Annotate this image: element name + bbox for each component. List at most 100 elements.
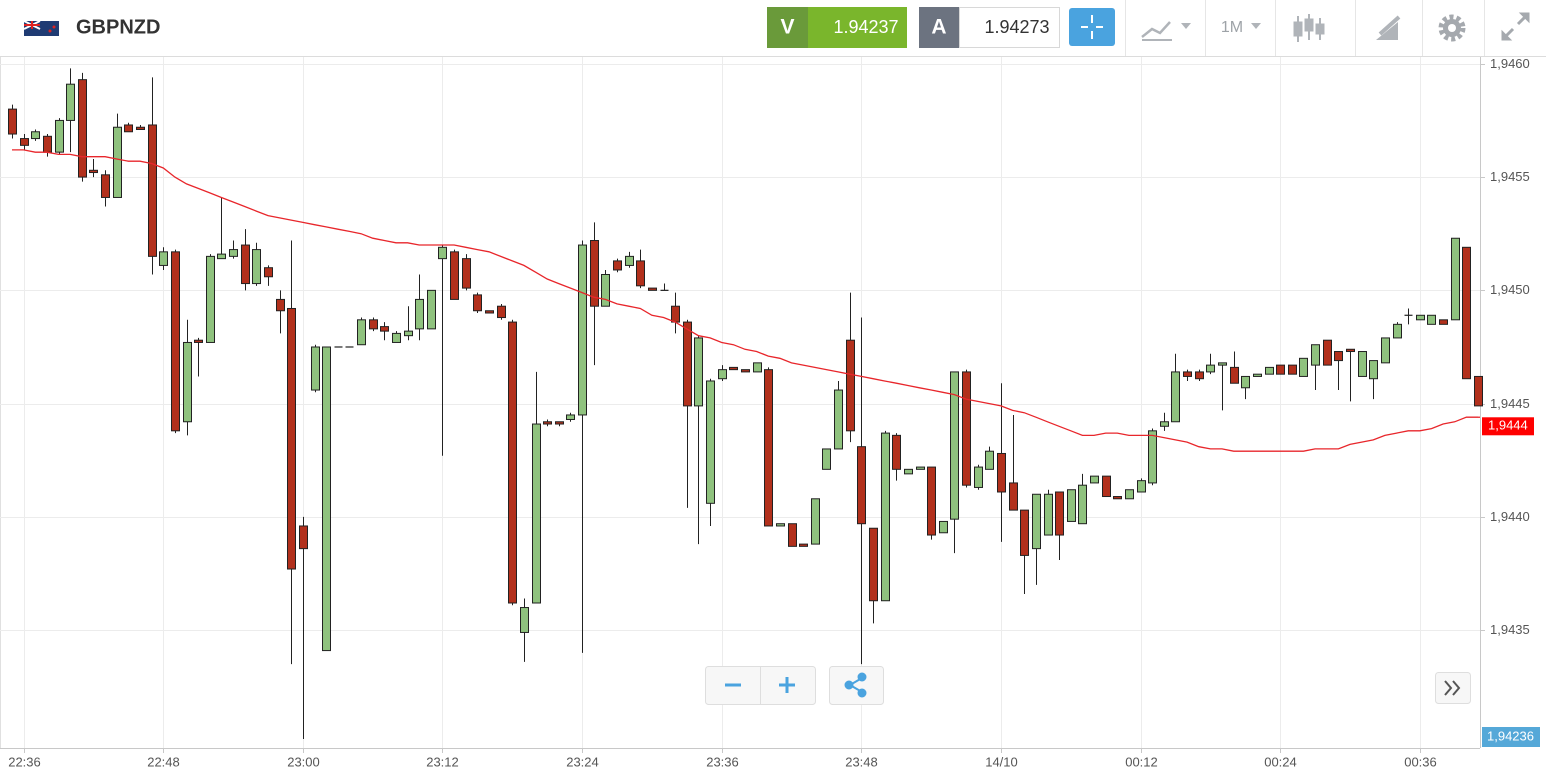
scroll-icon bbox=[1452, 680, 1461, 696]
candle-body bbox=[322, 346, 331, 652]
candle-body bbox=[1241, 375, 1250, 389]
candle-body bbox=[788, 523, 797, 547]
candle-body bbox=[706, 380, 715, 504]
candle-body bbox=[1125, 489, 1134, 500]
moving-average-line bbox=[12, 149, 1478, 452]
x-tick-label: 00:36 bbox=[1404, 754, 1437, 769]
candle-body bbox=[404, 330, 413, 337]
x-tick-label: 23:12 bbox=[426, 754, 459, 769]
candle-body bbox=[43, 135, 52, 153]
x-tick-label: 23:48 bbox=[845, 754, 878, 769]
x-tick-label: 22:36 bbox=[8, 754, 41, 769]
candle-body bbox=[473, 294, 482, 312]
candle-body bbox=[1206, 364, 1215, 373]
symbol: GBPNZD bbox=[76, 16, 160, 38]
candle-body bbox=[1439, 319, 1448, 325]
candle-body bbox=[438, 246, 447, 260]
candle-body bbox=[1346, 348, 1355, 353]
candle-body bbox=[1102, 475, 1111, 498]
candle-body bbox=[1148, 430, 1157, 484]
candle-body bbox=[217, 253, 226, 260]
sell-price[interactable]: 1.94237 bbox=[833, 17, 898, 37]
candle-body bbox=[20, 138, 29, 146]
candle-body bbox=[566, 414, 575, 420]
candle-body bbox=[392, 332, 401, 343]
candle-body bbox=[450, 251, 459, 300]
sell-button[interactable] bbox=[767, 7, 808, 48]
candle-body bbox=[1160, 421, 1169, 427]
timeframe-dropdown[interactable] bbox=[1251, 23, 1261, 29]
x-tick-label: 22:48 bbox=[147, 754, 180, 769]
candle-body bbox=[8, 108, 17, 135]
candle-body bbox=[1253, 373, 1262, 377]
chart-type-button[interactable] bbox=[1141, 21, 1191, 41]
candle-body bbox=[124, 124, 133, 133]
buy-price-box[interactable] bbox=[959, 7, 1060, 48]
sell-label[interactable]: V bbox=[780, 16, 794, 39]
candle-body bbox=[729, 366, 738, 371]
candle-body bbox=[136, 126, 145, 130]
buy-label[interactable]: A bbox=[931, 16, 946, 39]
toolbar-separators bbox=[1125, 0, 1485, 56]
average-price-label: 1,9444 bbox=[1488, 418, 1528, 433]
candle-body bbox=[159, 251, 168, 266]
candle-body bbox=[974, 466, 983, 488]
scroll-icon bbox=[1444, 680, 1453, 696]
scroll-latest-button[interactable] bbox=[1435, 672, 1471, 704]
candle-body bbox=[1462, 246, 1471, 380]
candle-body bbox=[718, 369, 727, 380]
candle-body bbox=[462, 258, 471, 289]
candle-body bbox=[776, 523, 785, 527]
fullscreen-button[interactable] bbox=[1501, 12, 1530, 41]
candle-body bbox=[415, 298, 424, 330]
candle-body bbox=[31, 131, 40, 140]
candle-body bbox=[1067, 489, 1076, 522]
candle-body bbox=[520, 607, 529, 633]
buy-button[interactable] bbox=[919, 7, 959, 48]
candle-body bbox=[857, 446, 866, 525]
candle-body bbox=[625, 255, 634, 266]
candle-body bbox=[962, 371, 971, 486]
buy-price[interactable]: 1.94273 bbox=[984, 17, 1049, 37]
candle-body bbox=[1369, 360, 1378, 380]
sell-price-box[interactable] bbox=[808, 7, 907, 48]
candle-body bbox=[1137, 480, 1146, 493]
candle-body bbox=[1183, 371, 1192, 377]
candle-body bbox=[939, 520, 948, 534]
zoom-in-button[interactable] bbox=[779, 677, 795, 693]
candle-body bbox=[1020, 509, 1029, 556]
candle-body bbox=[241, 244, 250, 285]
candle-body bbox=[299, 525, 308, 550]
candles-button[interactable] bbox=[1293, 14, 1325, 42]
candle-body bbox=[276, 298, 285, 312]
candle-body bbox=[1393, 323, 1402, 339]
candle-body bbox=[1323, 339, 1332, 366]
candle-body bbox=[636, 260, 645, 287]
candle-body bbox=[55, 119, 64, 153]
candle-body bbox=[671, 305, 680, 323]
share-button[interactable] bbox=[844, 672, 867, 698]
candle-body bbox=[543, 421, 552, 425]
timeframe[interactable]: 1M bbox=[1221, 19, 1243, 36]
candle-body bbox=[694, 337, 703, 407]
candle-body bbox=[497, 305, 506, 319]
candle-body bbox=[799, 543, 808, 547]
x-tick-label: 23:00 bbox=[287, 754, 320, 769]
candle-body bbox=[1299, 357, 1308, 377]
candle-body bbox=[741, 369, 750, 373]
y-tick-label: 1,9450 bbox=[1490, 282, 1530, 297]
settings-button[interactable] bbox=[1438, 14, 1466, 42]
candle-body bbox=[1218, 362, 1227, 366]
candle-body bbox=[1334, 351, 1343, 362]
candle-body bbox=[1427, 314, 1436, 325]
draw-button[interactable] bbox=[1376, 15, 1401, 40]
candle-body bbox=[183, 341, 192, 423]
crosshair-button[interactable] bbox=[1069, 8, 1115, 46]
candle-body bbox=[1032, 493, 1041, 550]
x-tick-label: 00:12 bbox=[1125, 754, 1158, 769]
candle-body bbox=[753, 362, 762, 373]
candle-body bbox=[252, 249, 261, 285]
candle-body bbox=[997, 452, 1006, 493]
candle-body bbox=[869, 527, 878, 602]
